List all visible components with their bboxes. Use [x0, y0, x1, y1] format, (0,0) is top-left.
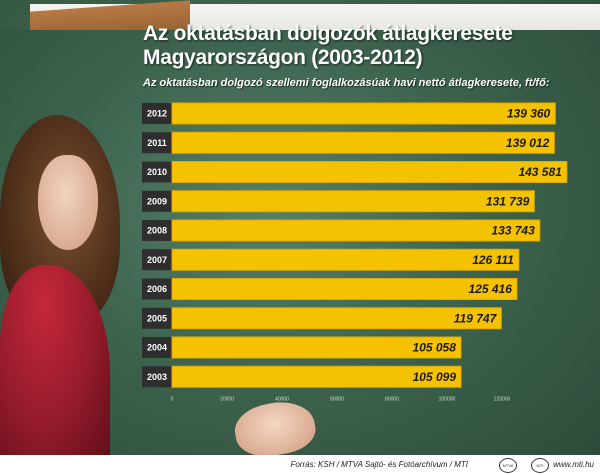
x-tick-label: 100000	[439, 397, 456, 403]
bar	[171, 219, 541, 242]
bar	[171, 131, 555, 154]
year-label-box	[142, 337, 172, 358]
year-label: 2011	[147, 138, 167, 148]
footer: Forrás: KSH / MTVA Sajtó- és Fotóarchívu…	[0, 455, 600, 475]
x-tick-label: 60000	[330, 397, 344, 403]
bar-value-label: 131 739	[486, 194, 530, 208]
year-label: 2004	[147, 343, 167, 353]
x-tick-label: 80000	[385, 397, 399, 403]
chart-title-line2: Magyarországon (2003-2012)	[143, 46, 423, 69]
bar	[171, 307, 502, 330]
year-label: 2008	[147, 226, 167, 236]
year-label-box	[142, 132, 172, 154]
footer-source: Forrás: KSH / MTVA Sajtó- és Fotóarchívu…	[290, 460, 468, 469]
bar-value-label: 133 743	[491, 224, 535, 238]
year-label-box	[142, 249, 172, 271]
footer-site: www.mti.hu	[553, 460, 594, 469]
year-label-box	[142, 278, 172, 300]
year-label-box	[142, 307, 172, 329]
year-label: 2012	[147, 109, 167, 119]
year-label: 2007	[147, 255, 167, 265]
year-label-box	[142, 161, 172, 183]
bar	[171, 248, 520, 271]
bar	[171, 161, 568, 183]
year-label: 2003	[147, 372, 167, 382]
bar	[171, 190, 535, 213]
bar-value-label: 119 747	[454, 311, 498, 325]
chart-subtitle: Az oktatásban dolgozó szellemi foglalkoz…	[143, 77, 550, 89]
x-tick-label: 120000	[494, 397, 511, 403]
bar-value-label: 139 012	[506, 136, 550, 150]
x-tick-label: 20000	[220, 397, 234, 403]
bar	[171, 102, 556, 125]
year-label: 2009	[147, 196, 167, 206]
x-tick-label: 0	[171, 397, 174, 403]
bar	[171, 365, 462, 388]
bar-value-label: 143 581	[518, 165, 562, 179]
year-label: 2010	[147, 167, 167, 177]
bar	[171, 278, 518, 300]
year-label-box	[142, 220, 172, 241]
mti-logo: MTI	[531, 458, 549, 473]
teacher-body	[0, 265, 110, 460]
year-label-box	[142, 366, 172, 388]
year-label-box	[142, 190, 172, 212]
year-label: 2006	[147, 284, 167, 294]
teacher-face	[38, 155, 98, 250]
x-tick-label: 40000	[275, 397, 289, 403]
bar	[171, 336, 462, 359]
mtva-logo: MTVA	[499, 458, 517, 473]
bar-value-label: 126 111	[472, 253, 514, 267]
bar-value-label: 105 099	[413, 370, 457, 384]
bar-value-label: 125 416	[469, 282, 513, 296]
bar-value-label: 105 058	[413, 341, 457, 355]
chart-title-line1: Az oktatásban dolgozók átlagkeresete	[143, 22, 513, 45]
year-label-box	[142, 103, 172, 124]
bar-value-label: 139 360	[507, 107, 551, 121]
year-label: 2005	[147, 313, 167, 323]
